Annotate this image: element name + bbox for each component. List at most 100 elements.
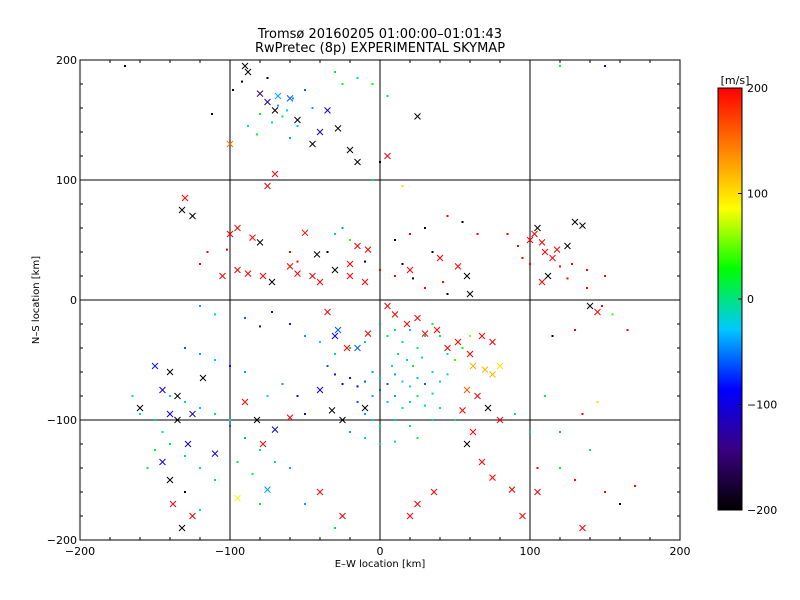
data-point-dot — [446, 293, 449, 295]
data-point-dot — [229, 419, 231, 421]
data-point-dot — [286, 109, 288, 112]
data-point-dot — [199, 263, 201, 265]
data-point-x — [364, 246, 372, 253]
data-point-x — [586, 302, 594, 310]
colorbar-label: [m/s] — [721, 74, 750, 87]
data-point-dot — [341, 83, 344, 85]
data-point-dot — [289, 137, 291, 139]
data-point-dot — [421, 356, 423, 359]
data-point-x — [414, 314, 421, 322]
data-point-x — [256, 239, 264, 246]
data-point-dot — [259, 449, 261, 451]
data-point-dot — [244, 317, 246, 319]
data-point-x — [436, 254, 444, 262]
data-point-dot — [391, 365, 393, 367]
data-point-dot — [581, 413, 584, 415]
data-point-dot — [619, 503, 621, 505]
colorbar: [m/s] −200 −100 0 100 200 — [717, 74, 777, 517]
data-point-dot — [211, 113, 213, 115]
data-point-dot — [281, 115, 284, 118]
data-point-x — [159, 386, 166, 394]
data-point-dot — [364, 260, 366, 263]
x-tick-label: −200 — [65, 545, 95, 558]
data-point-dot — [206, 251, 209, 253]
data-point-x — [324, 107, 331, 114]
data-point-dot — [349, 431, 351, 433]
data-point-dot — [266, 77, 269, 79]
data-point-dot — [371, 83, 374, 85]
data-point-dot — [277, 104, 279, 107]
data-point-dot — [379, 161, 381, 163]
data-point-dot — [559, 265, 561, 268]
data-point-x — [463, 440, 471, 448]
data-point-dot — [416, 395, 419, 397]
data-point-dot — [184, 401, 186, 403]
data-point-x — [384, 302, 391, 310]
data-point-x — [534, 488, 541, 496]
data-point-x — [159, 458, 166, 466]
data-point-dot — [586, 269, 588, 271]
data-point-dot — [326, 251, 329, 253]
data-point-x — [361, 278, 369, 286]
data-point-dot — [401, 185, 404, 187]
data-point-dot — [371, 419, 374, 421]
data-point-x — [174, 416, 181, 424]
data-point-x — [316, 386, 324, 394]
data-point-dot — [431, 392, 434, 395]
data-point-x — [328, 407, 336, 414]
data-point-dot — [379, 269, 381, 271]
data-point-dot — [232, 89, 234, 91]
data-point-dot — [229, 365, 231, 367]
data-point-dot — [559, 467, 561, 469]
data-point-dot — [544, 395, 546, 397]
data-point-dot — [259, 503, 261, 505]
data-point-x — [184, 440, 192, 448]
data-point-dot — [559, 65, 561, 67]
data-point-dot — [259, 113, 261, 115]
data-point-x — [549, 254, 556, 262]
data-point-dot — [442, 281, 444, 283]
data-point-x — [463, 386, 471, 394]
data-point-dot — [199, 353, 201, 355]
x-tick-label: −100 — [215, 545, 245, 558]
data-point-x — [234, 494, 241, 502]
data-point-x — [309, 140, 316, 148]
data-point-dot — [394, 395, 396, 397]
data-point-dot — [386, 401, 389, 403]
y-axis-label: N–S location [km] — [31, 256, 42, 344]
data-point-dot — [139, 413, 141, 415]
data-point-dot — [281, 383, 284, 385]
data-point-x — [564, 242, 571, 250]
data-point-dot — [424, 335, 426, 337]
data-point-x — [489, 474, 496, 481]
data-point-dot — [371, 395, 374, 397]
data-point-dot — [131, 395, 134, 397]
data-point-dot — [394, 440, 396, 443]
data-point-dot — [461, 221, 464, 223]
data-point-dot — [424, 287, 426, 289]
data-point-x — [541, 248, 549, 256]
chart-title: Tromsø 20160205 01:00:00–01:01:43 — [257, 27, 502, 42]
data-point-dot — [409, 425, 411, 427]
data-point-dot — [412, 277, 414, 280]
data-point-dot — [439, 407, 441, 409]
data-point-x — [331, 332, 339, 340]
data-point-dot — [431, 371, 434, 373]
data-point-x — [489, 371, 496, 378]
data-point-dot — [214, 313, 216, 316]
data-point-dot — [409, 385, 411, 388]
data-point-x — [274, 92, 282, 100]
data-point-dot — [247, 125, 249, 127]
data-point-x — [354, 158, 361, 166]
data-point-x — [354, 344, 361, 352]
data-point-x — [244, 270, 252, 277]
data-point-x — [459, 407, 466, 414]
data-point-dot — [184, 455, 186, 457]
title-group: Tromsø 20160205 01:00:00–01:01:43 RwPret… — [255, 27, 505, 56]
data-point-x — [313, 251, 321, 258]
data-point-dot — [274, 461, 276, 463]
data-point-dot — [412, 365, 414, 367]
data-point-dot — [416, 437, 419, 439]
data-point-x — [469, 362, 477, 370]
data-point-x — [354, 242, 361, 250]
